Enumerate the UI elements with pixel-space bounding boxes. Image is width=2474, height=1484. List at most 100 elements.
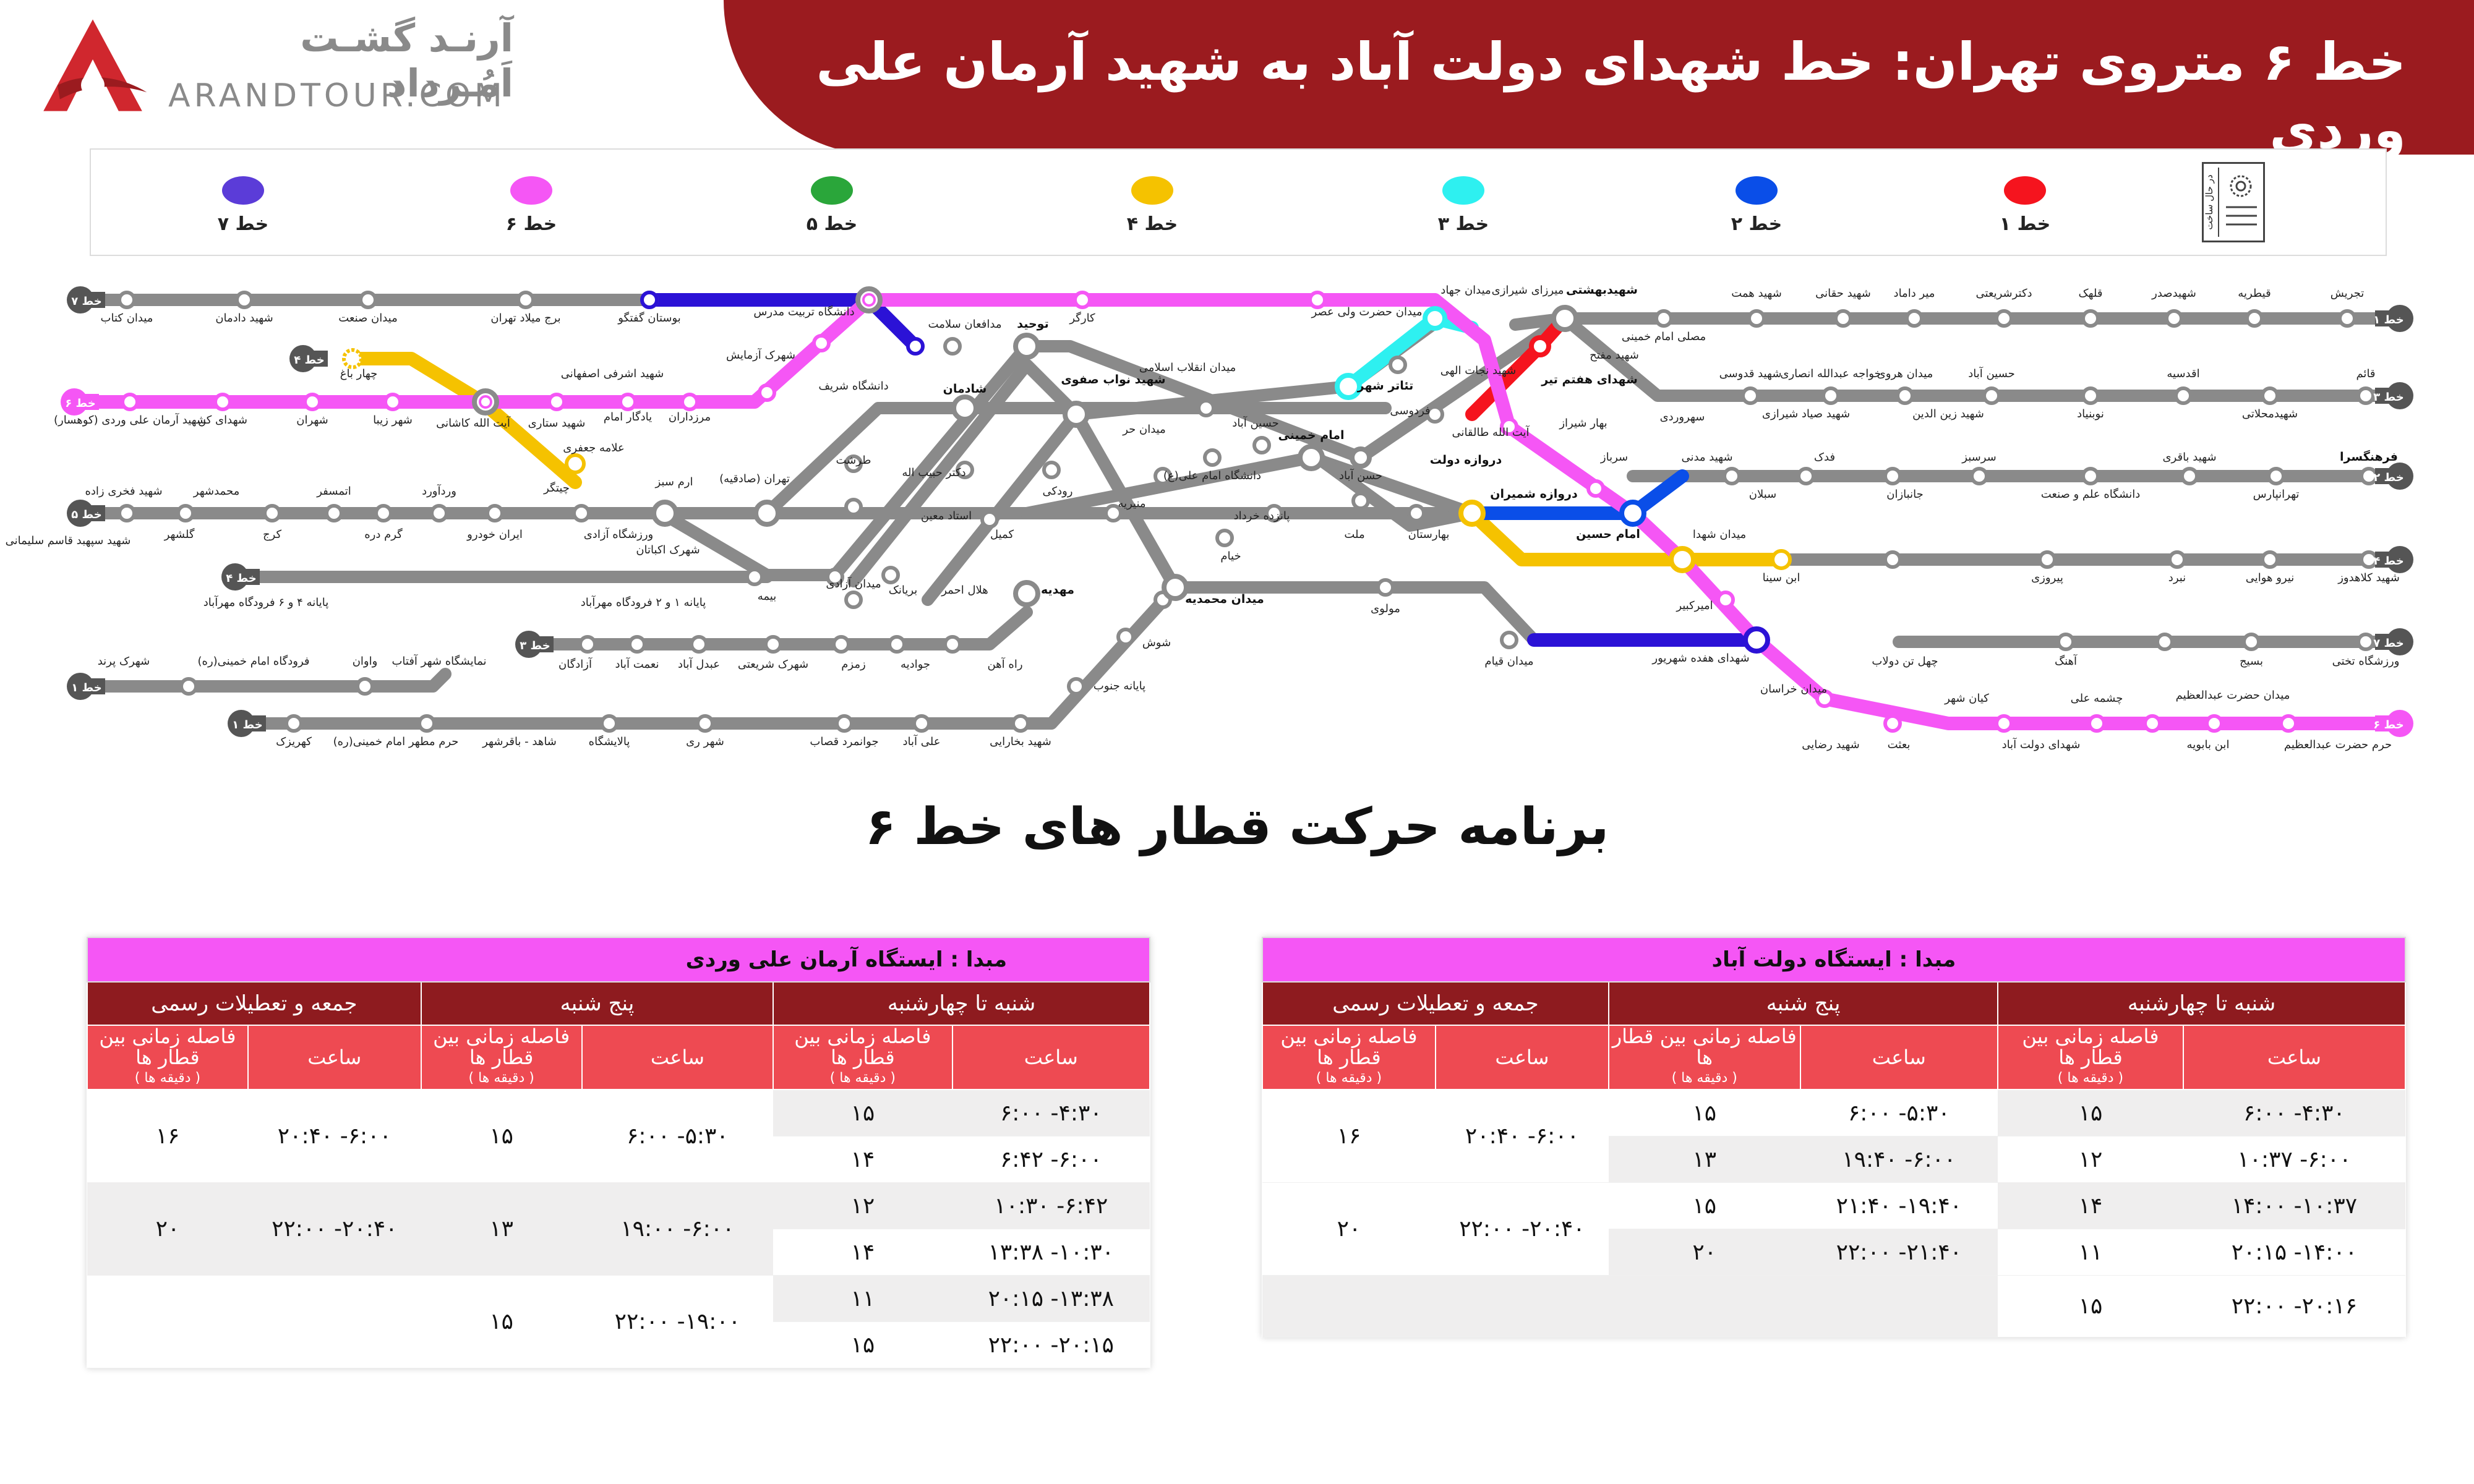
station-label: شهید ستاری [528, 417, 586, 430]
station-label: رودکی [1043, 485, 1073, 498]
metro-map: خط ۱ خط ۳ خط ۲ خط ۴ خط ۷ خط ۶ خط ۷ خط ۶ … [6, 283, 2413, 751]
cell-headway: ۱۵ [1608, 1090, 1800, 1136]
cell-headway: ۱۴ [1998, 1182, 2183, 1229]
station-label: میرزای شیرازی [1492, 284, 1564, 297]
table-row: ۴:۳۰- ۶:۰۰ ۱۵ ۵:۳۰- ۶:۰۰ ۱۵ ۶:۰۰- ۲۰:۴۰ … [87, 1090, 1150, 1183]
station-label: حسین آباد [1232, 416, 1279, 430]
station-label: بریانک [889, 584, 918, 597]
station-label: میر داماد [1894, 287, 1935, 300]
station-label: هلال احمر [941, 584, 988, 597]
interchange-stations [342, 286, 1792, 654]
station-label: کهریزک [276, 735, 312, 748]
station-label: حرم مطهر امام خمینی(ره) [333, 735, 459, 748]
station-label: میدان جهاد [1440, 284, 1491, 297]
cell-time: ۱۴:۰۰- ۲۰:۱۵ [2183, 1229, 2405, 1276]
cell-empty [87, 1275, 248, 1368]
station-label: ملت [1344, 528, 1364, 541]
line-1-airport-path [74, 668, 452, 693]
station-labels: تجریش قیطریه شهیدصدر قلهک دکترشریعتی میر… [6, 283, 2400, 751]
station-label: توحید [1017, 317, 1048, 331]
cell-time: ۶:۴۲- ۱۰:۳۰ [952, 1182, 1150, 1229]
table-row: ۴:۳۰- ۶:۰۰ ۱۵ ۵:۳۰- ۶:۰۰ ۱۵ ۶:۰۰- ۲۰:۴۰ … [1262, 1090, 2405, 1183]
station-label: شهید مدنی [1681, 451, 1732, 464]
cell-headway: ۱۴ [773, 1229, 952, 1276]
legend-label-line-3: خط ۳ [1437, 213, 1489, 235]
station-label: شهید دادمان [215, 312, 273, 325]
station-label: علی آباد [903, 734, 941, 748]
station-label: میدان شهدا [1693, 528, 1746, 541]
badge-line-6-right: خط ۶ [2373, 710, 2413, 737]
station-label: پایانه ۴ و ۶ فرودگاه مهرآباد [203, 595, 328, 609]
sub-headway: فاصله زمانی بین قطار ها( دقیقه ها ) [773, 1025, 953, 1090]
cell-headway: ۱۵ [1608, 1182, 1800, 1229]
station-label: نیرو هوایی [2246, 571, 2295, 584]
sub-time: ساعت [581, 1025, 774, 1090]
station-label: پالایشگاه [589, 735, 630, 748]
line-3-core-path [847, 359, 1181, 594]
station-label: طرشت [836, 454, 871, 467]
svg-text:خط ۴: خط ۴ [226, 572, 257, 585]
station-label: قلهک [2079, 287, 2103, 300]
sub-headway-label: فاصله زمانی بین قطار ها [99, 1025, 236, 1069]
legend-dot-line-7 [222, 176, 264, 205]
station-label: گرم دره [364, 527, 403, 541]
station-label: دروازه شمیران [1490, 487, 1578, 501]
legend-dot-line-6 [510, 176, 552, 205]
table-row: ۱۰:۳۷- ۱۴:۰۰ ۱۴ ۱۹:۴۰- ۲۱:۴۰ ۱۵ ۲۰:۴۰- ۲… [1262, 1182, 2405, 1276]
cell-headway: ۱۱ [1998, 1229, 2183, 1276]
station-label: میدان قیام [1484, 655, 1533, 668]
station-label: میدان هروی [1877, 367, 1933, 380]
station-label: فرودگاه امام خمینی(ره) [197, 654, 309, 668]
sub-headway: فاصله زمانی بین قطار ها( دقیقه ها ) [420, 1025, 583, 1090]
brand-name-fa: آرنـد گشـت اَمُـرداد [300, 15, 513, 106]
svg-text:خط ۵: خط ۵ [71, 508, 102, 521]
station-label: شهید آرمان علی وردی (کوهسار) [54, 412, 206, 427]
station-label: ابن بابویه [2187, 738, 2230, 751]
timetable-arman: مبدا : ایستگاه آرمان علی وردی شنبه تا چه… [87, 937, 1151, 1368]
col-thursday: پنج شنبه [420, 981, 774, 1026]
station-label: شهید مفتح [1590, 349, 1639, 362]
station-label: یادگار امام [604, 410, 652, 424]
sub-headway-label: فاصله زمانی بین قطار ها [2022, 1025, 2159, 1069]
station-label: حرم حضرت عبدالعظیم [2284, 738, 2392, 751]
badge-line-1-right: خط ۱ [2373, 305, 2413, 332]
legend-soon-label: در حال ساخت [2204, 174, 2215, 229]
badge-line-7-right: خط ۷ [2373, 628, 2413, 655]
badge-line-1-left-a: خط ۱ [67, 673, 105, 700]
station-label: چیتگر [543, 481, 570, 495]
station-label: وردآورد [422, 484, 456, 498]
table-row: ۲۰:۱۵- ۲۲:۰۰ ۱۵ [87, 1321, 1150, 1368]
legend-dot-line-4 [1131, 176, 1173, 205]
sub-time: ساعت [1799, 1025, 1999, 1090]
station-label: جانبازان [1886, 488, 1923, 501]
table-row: ۱۰:۳۰- ۱۳:۳۸ ۱۴ [87, 1229, 1150, 1276]
cell-headway: ۱۳ [421, 1182, 582, 1276]
station-label: منیریه [1118, 497, 1145, 510]
col-friday: جمعه و تعطیلات رسمی [87, 981, 422, 1026]
table-row: ۱۳:۳۸- ۲۰:۱۵ ۱۱ ۱۹:۰۰- ۲۲:۰۰ ۱۵ [87, 1275, 1150, 1368]
station-label: شهید همت [1731, 287, 1782, 300]
station-label: شهید اشرفی اصفهانی [561, 367, 664, 380]
legend-dot-line-3 [1442, 176, 1484, 205]
station-label: دکتر حبیب اله [902, 466, 965, 479]
station-label: نمایشگاه شهر آفتاب [392, 654, 486, 668]
station-label: تهران (صادقیه) [719, 472, 790, 485]
station-label: محمدشهر [193, 485, 239, 498]
cell-headway: ۱۵ [773, 1090, 952, 1136]
cell-headway: ۱۴ [773, 1136, 952, 1183]
timetable-dolatabad: مبدا : ایستگاه دولت آباد شنبه تا چهارشنب… [1262, 937, 2407, 1337]
station-label: شهید رضایی [1802, 738, 1859, 751]
station-label: گلشهر [164, 527, 195, 541]
station-label: چشمه علی [2071, 692, 2123, 705]
station-label: ورزشگاه تختی [2332, 654, 2400, 668]
station-label: نبرد [2168, 571, 2186, 584]
cell-time: ۵:۳۰- ۶:۰۰ [1800, 1090, 1998, 1136]
badge-line-6-left: خط ۶ [61, 388, 99, 416]
station-label: مدافعان سلامت [928, 318, 1002, 331]
station-label: شهر زیبا [373, 414, 413, 427]
cell-time: ۶:۰۰- ۱۹:۴۰ [1800, 1136, 1998, 1183]
station-label: شهید باقری [2162, 451, 2216, 464]
cell-time: ۱۹:۰۰- ۲۲:۰۰ [581, 1275, 774, 1368]
cell-empty [1800, 1275, 1998, 1337]
svg-text:خط ۴: خط ۴ [294, 354, 325, 367]
